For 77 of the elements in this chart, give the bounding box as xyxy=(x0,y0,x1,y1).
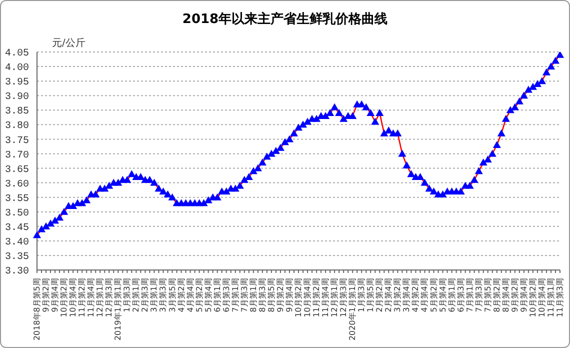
x-tick-label: 2019年1月第1周 xyxy=(114,278,123,341)
x-tick-label: 2月第2周 xyxy=(375,278,384,312)
x-tick-label: 11月第4周 xyxy=(321,278,330,318)
x-tick-label: 9月第4周 xyxy=(519,278,528,312)
x-tick-label: 7月第1周 xyxy=(465,278,474,312)
x-tick-label: 8月第5周 xyxy=(266,278,276,312)
x-tick-label: 8月第3周 xyxy=(258,278,267,312)
x-tick-label: 12月第3周 xyxy=(339,278,348,318)
x-tick-label: 7月第3周 xyxy=(240,278,249,312)
x-tick-label: 9月第4周 xyxy=(50,278,60,312)
y-tick-label: 3.45 xyxy=(4,222,29,234)
x-tick-label: 3月第2周 xyxy=(393,278,402,312)
y-tick-label: 3.75 xyxy=(4,136,29,147)
x-tick-label: 12月第3周 xyxy=(104,278,114,318)
y-tick-label: 3.90 xyxy=(4,92,29,104)
x-tick-label: 3月第3周 xyxy=(158,278,168,312)
x-tick-label: 12月第1周 xyxy=(330,278,340,318)
y-tick-label: 4.00 xyxy=(4,63,29,74)
x-tick-label: 10月第2周 xyxy=(528,278,538,318)
y-tick-label: 3.85 xyxy=(4,106,29,118)
y-tick-label: 3.95 xyxy=(4,78,29,89)
x-tick-label: 2020年1月第1周 xyxy=(348,278,358,341)
x-tick-label: 3月第1周 xyxy=(150,278,159,312)
x-tick-label: 9月第2周 xyxy=(510,278,520,312)
x-tick-label: 5月第4周 xyxy=(204,278,213,312)
x-tick-label: 4月第2周 xyxy=(176,278,186,312)
y-tick-label: 3.50 xyxy=(4,208,29,220)
x-tick-label: 4月第4周 xyxy=(186,278,195,312)
x-tick-label: 2月第4周 xyxy=(384,278,394,312)
x-tick-label: 10月第4周 xyxy=(68,278,78,318)
x-tick-label: 10月第2周 xyxy=(294,278,303,318)
x-tick-label: 2月第1周 xyxy=(132,278,141,312)
x-tick-label: 9月第2周 xyxy=(42,278,51,312)
x-tick-label: 7月第1周 xyxy=(230,278,240,312)
y-tick-label: 3.35 xyxy=(4,252,29,264)
x-tick-label: 4月第4周 xyxy=(420,278,430,312)
x-tick-label: 3月第4周 xyxy=(402,278,412,312)
x-tick-label: 6月第1周 xyxy=(212,278,222,312)
x-tick-label: 3月第5周 xyxy=(168,278,177,312)
x-tick-label: 7月第3周 xyxy=(474,278,484,312)
chart-title: 2018年以来主产省生鲜乳价格曲线 xyxy=(181,10,389,28)
x-tick-label: 11月第4周 xyxy=(86,278,96,318)
y-tick-label: 3.65 xyxy=(4,164,29,176)
x-tick-label: 6月第3周 xyxy=(456,278,466,312)
x-tick-label: 6月第1周 xyxy=(447,278,456,312)
x-tick-label: 8月第1周 xyxy=(248,278,258,312)
y-tick-label: 3.60 xyxy=(4,179,29,190)
x-tick-label: 1月第3周 xyxy=(357,278,366,312)
x-tick-label: 11月第2周 xyxy=(78,278,87,318)
x-tick-label: 5月第2周 xyxy=(429,278,438,312)
x-tick-label: 2月第3周 xyxy=(140,278,150,312)
x-tick-label: 4月第2周 xyxy=(411,278,420,312)
x-tick-label: 6月第3周 xyxy=(222,278,231,312)
x-tick-label: 10月第4周 xyxy=(537,278,546,318)
x-tick-label: 7月第5周 xyxy=(483,278,492,312)
x-tick-label: 5月第4周 xyxy=(438,278,448,312)
x-tick-label: 9月第2周 xyxy=(276,278,285,312)
x-tick-label: 1月第3周 xyxy=(122,278,132,312)
y-tick-label: 3.80 xyxy=(4,121,29,132)
y-tick-label: 3.55 xyxy=(4,194,29,205)
x-tick-label: 5月第2周 xyxy=(194,278,204,312)
x-tick-label: 9月第4周 xyxy=(284,278,294,312)
y-tick-label: 3.40 xyxy=(4,237,29,248)
x-tick-label: 10月第4周 xyxy=(303,278,312,318)
x-tick-label: 8月第2周 xyxy=(492,278,502,312)
x-tick-label: 12月第1周 xyxy=(96,278,105,318)
y-tick-label: 3.70 xyxy=(4,150,29,162)
x-tick-label: 10月第2周 xyxy=(60,278,69,318)
x-tick-label: 11月第1周 xyxy=(546,278,556,318)
y-axis-title: 元/公斤 xyxy=(52,36,86,50)
x-tick-label: 8月第4周 xyxy=(501,278,510,312)
x-tick-label: 11月第3周 xyxy=(556,278,564,318)
y-tick-label: 3.30 xyxy=(4,266,29,278)
y-tick-label: 4.05 xyxy=(4,48,29,60)
x-tick-label: 2018年8月第5周 xyxy=(32,278,42,341)
x-tick-label: 1月第5周 xyxy=(366,278,376,312)
x-tick-label: 11月第2周 xyxy=(312,278,322,318)
